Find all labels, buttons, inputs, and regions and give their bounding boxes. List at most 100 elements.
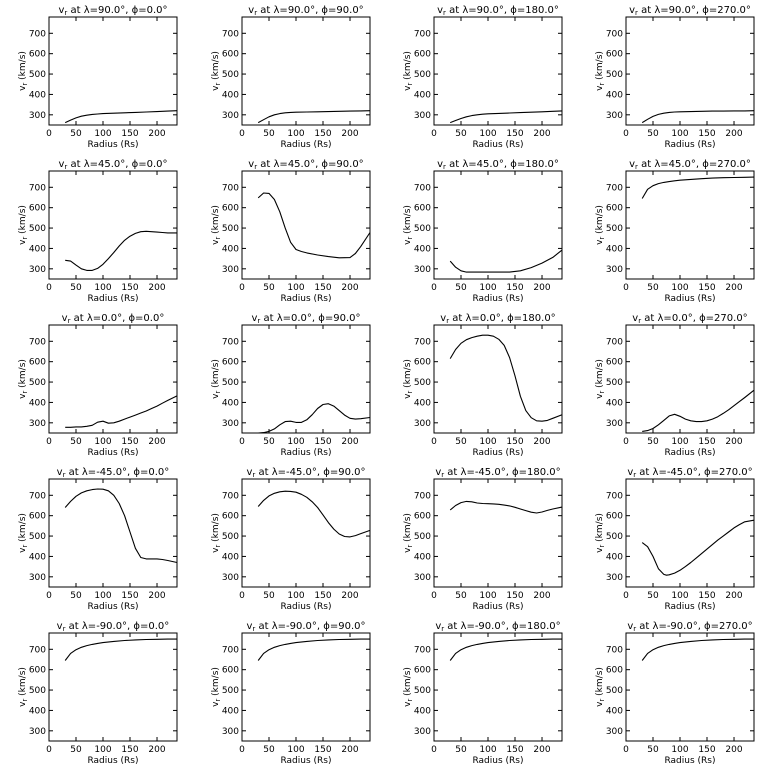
x-tick-label: 100	[671, 591, 688, 601]
x-axis-title: Radius (Rs)	[87, 140, 138, 150]
x-tick-label: 200	[341, 129, 358, 139]
x-axis-title: Radius (Rs)	[280, 602, 331, 612]
x-tick-label: 200	[148, 591, 165, 601]
series-line	[64, 110, 178, 124]
series-line	[449, 638, 562, 661]
y-tick-label: 600	[414, 50, 431, 60]
x-axis-title: Radius (Rs)	[472, 294, 523, 304]
x-tick-label: 200	[341, 591, 358, 601]
y-axis-title: vr (km/s)	[595, 51, 606, 91]
plot-frame	[433, 478, 563, 588]
y-tick-label: 300	[414, 419, 431, 429]
chart-panel: vr at λ=90.0°, ϕ=270.0° 0 50 100 150 200 300 40…	[595, 5, 755, 150]
y-tick-label: 300	[222, 419, 239, 429]
x-tick-label: 50	[263, 591, 275, 601]
chart-panel: vr at λ=-45.0°, ϕ=90.0° 0 50 100 150 200 300 40…	[211, 467, 371, 612]
x-tick-label: 0	[623, 437, 629, 447]
x-axis-title: Radius (Rs)	[280, 448, 331, 458]
x-tick-label: 50	[70, 437, 82, 447]
x-axis-title: Radius (Rs)	[664, 448, 715, 458]
plot-frame	[48, 324, 178, 434]
x-tick-label: 150	[698, 437, 715, 447]
y-tick-label: 300	[414, 727, 431, 737]
x-tick-label: 0	[623, 591, 629, 601]
x-tick-label: 100	[479, 745, 496, 755]
y-tick-label: 400	[606, 398, 623, 408]
x-tick-label: 0	[431, 745, 437, 755]
panel-title: vr at λ=-45.0°, ϕ=270.0°	[627, 467, 752, 479]
chart-panel: vr at λ=45.0°, ϕ=180.0° 0 50 100 150 200 300 40…	[403, 159, 563, 304]
series-line	[641, 519, 755, 576]
y-tick-label: 700	[414, 29, 431, 39]
y-tick-label: 400	[222, 706, 239, 716]
x-tick-label: 0	[239, 283, 245, 293]
y-tick-label: 400	[29, 398, 46, 408]
x-tick-label: 0	[623, 129, 629, 139]
x-tick-label: 100	[671, 437, 688, 447]
y-tick-label: 700	[606, 29, 623, 39]
chart-panel: vr at λ=-90.0°, ϕ=90.0° 0 50 100 150 200 300 40…	[211, 621, 371, 766]
x-tick-label: 200	[533, 437, 550, 447]
panel-title: vr at λ=90.0°, ϕ=180.0°	[437, 5, 559, 17]
panel-title: vr at λ=-90.0°, ϕ=0.0°	[57, 621, 170, 633]
y-tick-label: 400	[29, 706, 46, 716]
x-tick-label: 200	[725, 283, 742, 293]
x-tick-label: 50	[647, 437, 659, 447]
y-tick-label: 600	[29, 204, 46, 214]
y-tick-label: 400	[222, 398, 239, 408]
series-line	[449, 249, 563, 273]
y-tick-label: 400	[414, 244, 431, 254]
x-tick-label: 100	[94, 129, 111, 139]
x-tick-label: 100	[479, 437, 496, 447]
x-tick-label: 0	[431, 437, 437, 447]
chart-panel: vr at λ=-45.0°, ϕ=180.0° 0 50 100 150 200 300 4…	[403, 467, 563, 612]
plot-frame	[241, 632, 371, 742]
y-tick-label: 600	[222, 512, 239, 522]
chart-panel: vr at λ=45.0°, ϕ=270.0° 0 50 100 150 200 300 40…	[595, 159, 755, 304]
x-axis-title: Radius (Rs)	[472, 448, 523, 458]
x-tick-label: 150	[506, 591, 523, 601]
y-tick-label: 500	[222, 378, 239, 388]
y-axis-title: vr (km/s)	[211, 359, 222, 399]
x-tick-label: 0	[431, 283, 437, 293]
x-axis-title: Radius (Rs)	[472, 140, 523, 150]
y-axis-title: vr (km/s)	[403, 51, 414, 91]
x-tick-label: 0	[239, 437, 245, 447]
chart-panel: vr at λ=0.0°, ϕ=270.0° 0 50 100 150 200 300 400…	[595, 313, 755, 458]
y-tick-label: 600	[606, 50, 623, 60]
y-tick-label: 300	[29, 727, 46, 737]
x-tick-label: 200	[341, 437, 358, 447]
y-tick-label: 300	[606, 573, 623, 583]
y-tick-label: 600	[414, 358, 431, 368]
series-line	[65, 395, 178, 428]
y-axis-title: vr (km/s)	[595, 205, 606, 245]
x-tick-label: 100	[671, 129, 688, 139]
y-axis-title: vr (km/s)	[18, 359, 29, 399]
x-tick-label: 200	[725, 437, 742, 447]
y-tick-label: 500	[222, 686, 239, 696]
x-tick-label: 0	[431, 129, 437, 139]
series-line	[257, 638, 370, 661]
x-axis-title: Radius (Rs)	[664, 294, 715, 304]
y-tick-label: 300	[222, 265, 239, 275]
x-tick-label: 200	[533, 129, 550, 139]
x-tick-label: 150	[121, 283, 138, 293]
plot-frame	[241, 324, 371, 434]
x-axis-title: Radius (Rs)	[664, 602, 715, 612]
x-tick-label: 150	[698, 129, 715, 139]
x-axis-title: Radius (Rs)	[280, 756, 331, 766]
y-tick-label: 700	[29, 491, 46, 501]
y-tick-label: 700	[29, 337, 46, 347]
panel-title: vr at λ=-45.0°, ϕ=0.0°	[57, 467, 170, 479]
y-tick-label: 700	[606, 645, 623, 655]
y-tick-label: 400	[414, 398, 431, 408]
x-tick-label: 150	[506, 745, 523, 755]
series-line	[257, 110, 371, 124]
panel-title: vr at λ=90.0°, ϕ=90.0°	[248, 5, 363, 17]
y-tick-label: 600	[222, 204, 239, 214]
panel-title: vr at λ=-90.0°, ϕ=180.0°	[435, 621, 560, 633]
plot-frame	[433, 16, 563, 126]
x-axis-title: Radius (Rs)	[664, 140, 715, 150]
x-tick-label: 150	[121, 437, 138, 447]
y-axis-title: vr (km/s)	[18, 205, 29, 245]
